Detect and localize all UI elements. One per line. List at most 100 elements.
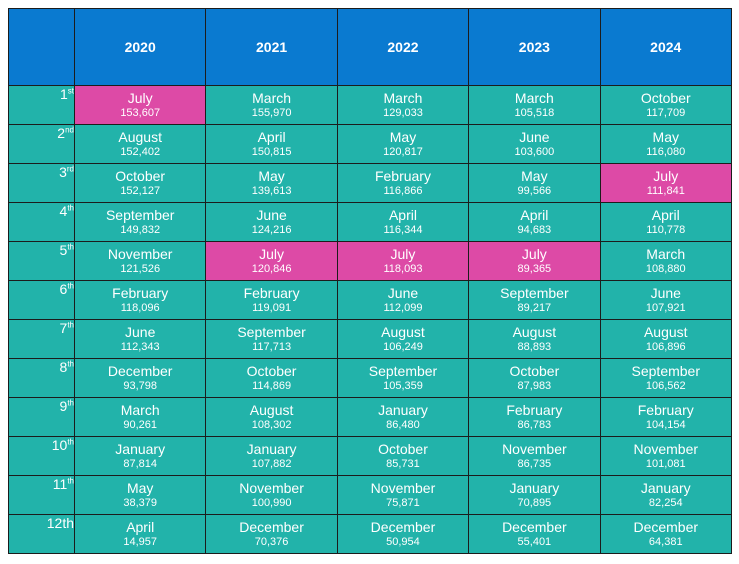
month-name: September (500, 285, 569, 301)
table-header: 2020 2021 2022 2023 2024 (8, 8, 732, 86)
rank-suffix: th (67, 281, 74, 291)
rank-number: 1 (59, 86, 68, 102)
month-count: 117,713 (252, 341, 292, 353)
month-cell: August 152,402 (73, 124, 207, 164)
month-count: 152,402 (120, 146, 161, 158)
month-cell: October 85,731 (336, 436, 470, 476)
table-row: 8th December 93,798 October 114,869 September… (8, 358, 732, 398)
month-count: 129,033 (383, 107, 423, 119)
rank-cell: 7th (8, 319, 75, 359)
month-cell: October 117,709 (599, 85, 732, 125)
month-count: 118,093 (383, 263, 423, 275)
month-name: October (115, 168, 166, 184)
month-name: February (374, 168, 431, 184)
rank-suffix: th (67, 242, 74, 252)
month-count: 104,154 (645, 419, 686, 431)
rank-number: 3 (59, 164, 67, 180)
rank-cell: 9th (8, 397, 75, 437)
rank-number: 6 (59, 281, 68, 297)
rank-number: 10 (51, 437, 68, 453)
month-name: April (520, 207, 549, 223)
month-name: May (521, 168, 548, 184)
month-count: 106,896 (645, 341, 686, 353)
header-corner-cell (8, 8, 75, 86)
month-count: 111,841 (646, 185, 685, 197)
month-name: June (256, 207, 287, 223)
table-row: 1st July 153,607 March 155,970 March 129,033 Ma… (8, 85, 732, 125)
month-cell: March 108,880 (599, 241, 732, 281)
month-count: 14,957 (123, 536, 158, 548)
month-count: 107,921 (645, 302, 686, 314)
month-name: September (368, 363, 438, 379)
month-cell: December 70,376 (205, 514, 338, 554)
rank-suffix: th (67, 398, 74, 408)
month-name: May (258, 168, 285, 184)
month-count: 114,869 (252, 380, 292, 392)
month-cell: May 38,379 (73, 475, 207, 515)
rank-suffix: th (67, 203, 74, 213)
month-count: 99,566 (517, 185, 552, 197)
month-name: November (370, 480, 436, 496)
table-row: 5th November 121,526 July 120,846 July 118,093… (8, 241, 732, 281)
rank-number: 11 (52, 476, 68, 492)
month-count: 139,613 (251, 185, 292, 197)
month-cell: August 88,893 (468, 319, 601, 359)
month-count: 100,990 (251, 497, 292, 509)
month-cell: October 152,127 (73, 163, 207, 203)
table-row: 11th May 38,379 November 100,990 November 75,8… (8, 475, 732, 515)
rank-cell: 4th (8, 202, 75, 242)
month-name: February (243, 285, 300, 301)
month-count: 75,871 (386, 497, 420, 509)
month-cell: April 14,957 (73, 514, 207, 554)
month-name: December (370, 519, 436, 535)
table-row: 10th January 87,814 January 107,882 October 85… (8, 436, 732, 476)
month-count: 116,866 (383, 185, 423, 197)
year-header-2022: 2022 (336, 8, 470, 86)
rank-cell: 6th (8, 280, 75, 320)
month-cell: May 120,817 (336, 124, 470, 164)
month-cell: June 107,921 (599, 280, 732, 320)
month-cell: March 155,970 (205, 85, 338, 125)
month-count: 105,359 (383, 380, 423, 392)
table-row: 2nd August 152,402 April 150,815 May 120,817 Ju… (8, 124, 732, 164)
month-count: 107,882 (251, 458, 292, 470)
month-count: 89,217 (517, 302, 552, 314)
month-cell: May 99,566 (468, 163, 601, 203)
month-name: November (633, 441, 699, 457)
month-count: 124,216 (251, 224, 292, 236)
month-name: May (652, 129, 679, 145)
month-count: 116,344 (383, 224, 423, 236)
month-count: 101,081 (645, 458, 686, 470)
month-name: April (388, 207, 417, 223)
month-cell: November 101,081 (599, 436, 732, 476)
month-count: 106,562 (645, 380, 686, 392)
month-count: 120,846 (251, 263, 292, 275)
highlighted-month-cell: July 118,093 (336, 241, 470, 281)
month-name: October (509, 363, 560, 379)
month-name: September (105, 207, 175, 223)
month-count: 112,343 (120, 341, 160, 353)
rank-suffix: rd (66, 164, 74, 174)
month-name: April (651, 207, 680, 223)
month-name: August (512, 324, 557, 340)
month-name: June (387, 285, 419, 301)
month-cell: November 100,990 (205, 475, 338, 515)
month-name: November (107, 246, 173, 262)
month-count: 116,080 (646, 146, 686, 158)
month-count: 108,302 (251, 419, 292, 431)
month-name: August (381, 324, 425, 340)
rank-number: 8 (59, 359, 68, 375)
month-cell: December 64,381 (599, 514, 732, 554)
table-row: 12th April 14,957 December 70,376 December 50,… (8, 514, 732, 554)
month-cell: November 75,871 (336, 475, 470, 515)
month-name: October (378, 441, 428, 457)
month-cell: August 106,249 (336, 319, 470, 359)
month-name: August (643, 324, 688, 340)
month-name: December (633, 519, 699, 535)
month-cell: January 86,480 (336, 397, 470, 437)
month-cell: September 89,217 (468, 280, 601, 320)
month-count: 155,970 (251, 107, 292, 119)
month-cell: May 139,613 (205, 163, 338, 203)
month-name: March (120, 402, 160, 418)
rank-cell: 8th (8, 358, 75, 398)
